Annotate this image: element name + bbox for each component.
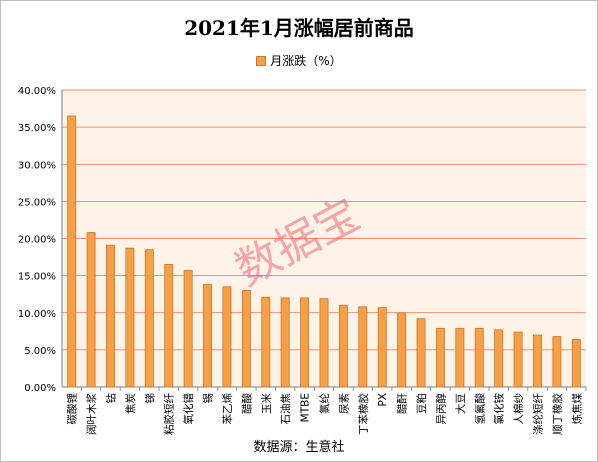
chart-title: 2021年1月涨幅居前商品 xyxy=(184,16,414,40)
source-note: 数据源：生意社 xyxy=(253,440,345,455)
x-tick-label: 豆粕 xyxy=(415,393,428,414)
x-tick-label: 粘胶短纤 xyxy=(163,393,176,435)
y-tick-label: 20.00% xyxy=(18,235,56,246)
x-tick-label: 氧化镨 xyxy=(182,393,195,425)
bar xyxy=(552,336,562,388)
y-tick-label: 5.00% xyxy=(24,346,56,357)
x-tick-label: 钴 xyxy=(106,393,118,404)
x-tick-label: 炼焦煤 xyxy=(570,393,583,425)
bar xyxy=(416,318,426,388)
bar xyxy=(261,296,271,388)
bar xyxy=(183,270,193,388)
bar xyxy=(533,334,542,388)
x-tick-label: 锡 xyxy=(202,393,215,404)
x-tick-label: 石油焦 xyxy=(279,393,292,425)
legend-label: 月涨跌（%） xyxy=(270,54,342,68)
y-tick-label: 40.00% xyxy=(18,86,56,97)
x-tick-label: 锑 xyxy=(143,393,156,404)
legend-swatch xyxy=(256,55,267,66)
bar xyxy=(571,339,581,388)
y-tick-label: 10.00% xyxy=(18,309,56,320)
x-tick-label: 碳酸锂 xyxy=(66,393,79,425)
x-tick-label: 焦炭 xyxy=(124,393,137,414)
bar xyxy=(280,297,290,388)
x-tick-label: 醋酐 xyxy=(396,393,409,414)
bar xyxy=(241,290,251,388)
x-tick-label: 尿素 xyxy=(337,393,350,414)
x-tick-label: PX xyxy=(377,393,389,407)
bar xyxy=(300,297,310,388)
x-tick-label: 人棉纱 xyxy=(512,393,525,425)
y-tick-label: 30.00% xyxy=(18,160,56,171)
bar xyxy=(494,329,504,388)
bar xyxy=(455,327,465,388)
bar xyxy=(513,331,523,388)
y-tick-label: 35.00% xyxy=(18,123,56,134)
x-tick-label: 醋酸 xyxy=(240,393,253,414)
x-tick-label: 涤纶短纤 xyxy=(531,393,544,435)
bar xyxy=(319,298,329,388)
x-tick-label: 苯乙烯 xyxy=(221,393,234,425)
bar xyxy=(203,284,213,388)
y-tick-label: 15.00% xyxy=(18,272,56,283)
bar xyxy=(67,115,77,388)
x-tick-label: 氯纶 xyxy=(318,393,331,414)
x-tick-label: 丁苯橡胶 xyxy=(357,393,370,435)
x-tick-label: 顺丁橡胶 xyxy=(551,393,564,435)
x-tick-label: 玉米 xyxy=(260,393,273,414)
bar xyxy=(377,307,387,388)
y-tick-label: 0.00% xyxy=(24,383,56,394)
bar xyxy=(144,249,154,388)
bar xyxy=(106,244,115,388)
x-tick-label: 异丙醇 xyxy=(434,393,447,425)
legend: 月涨跌（%） xyxy=(0,52,598,69)
bar xyxy=(164,264,174,388)
x-tick-label: 氯化铵 xyxy=(493,393,506,425)
bar xyxy=(474,327,484,388)
bar xyxy=(358,306,368,388)
x-tick-label: MTBE xyxy=(300,393,312,422)
bar xyxy=(86,232,96,388)
bar xyxy=(397,312,407,388)
bar xyxy=(222,286,232,388)
bar xyxy=(125,247,135,388)
x-tick-label: 大豆 xyxy=(454,393,467,414)
bar xyxy=(338,304,348,388)
x-tick-label: 氢氟酸 xyxy=(473,393,486,425)
y-tick-label: 25.00% xyxy=(18,197,56,208)
x-tick-label: 阔叶木浆 xyxy=(85,393,98,435)
bar xyxy=(435,327,445,388)
